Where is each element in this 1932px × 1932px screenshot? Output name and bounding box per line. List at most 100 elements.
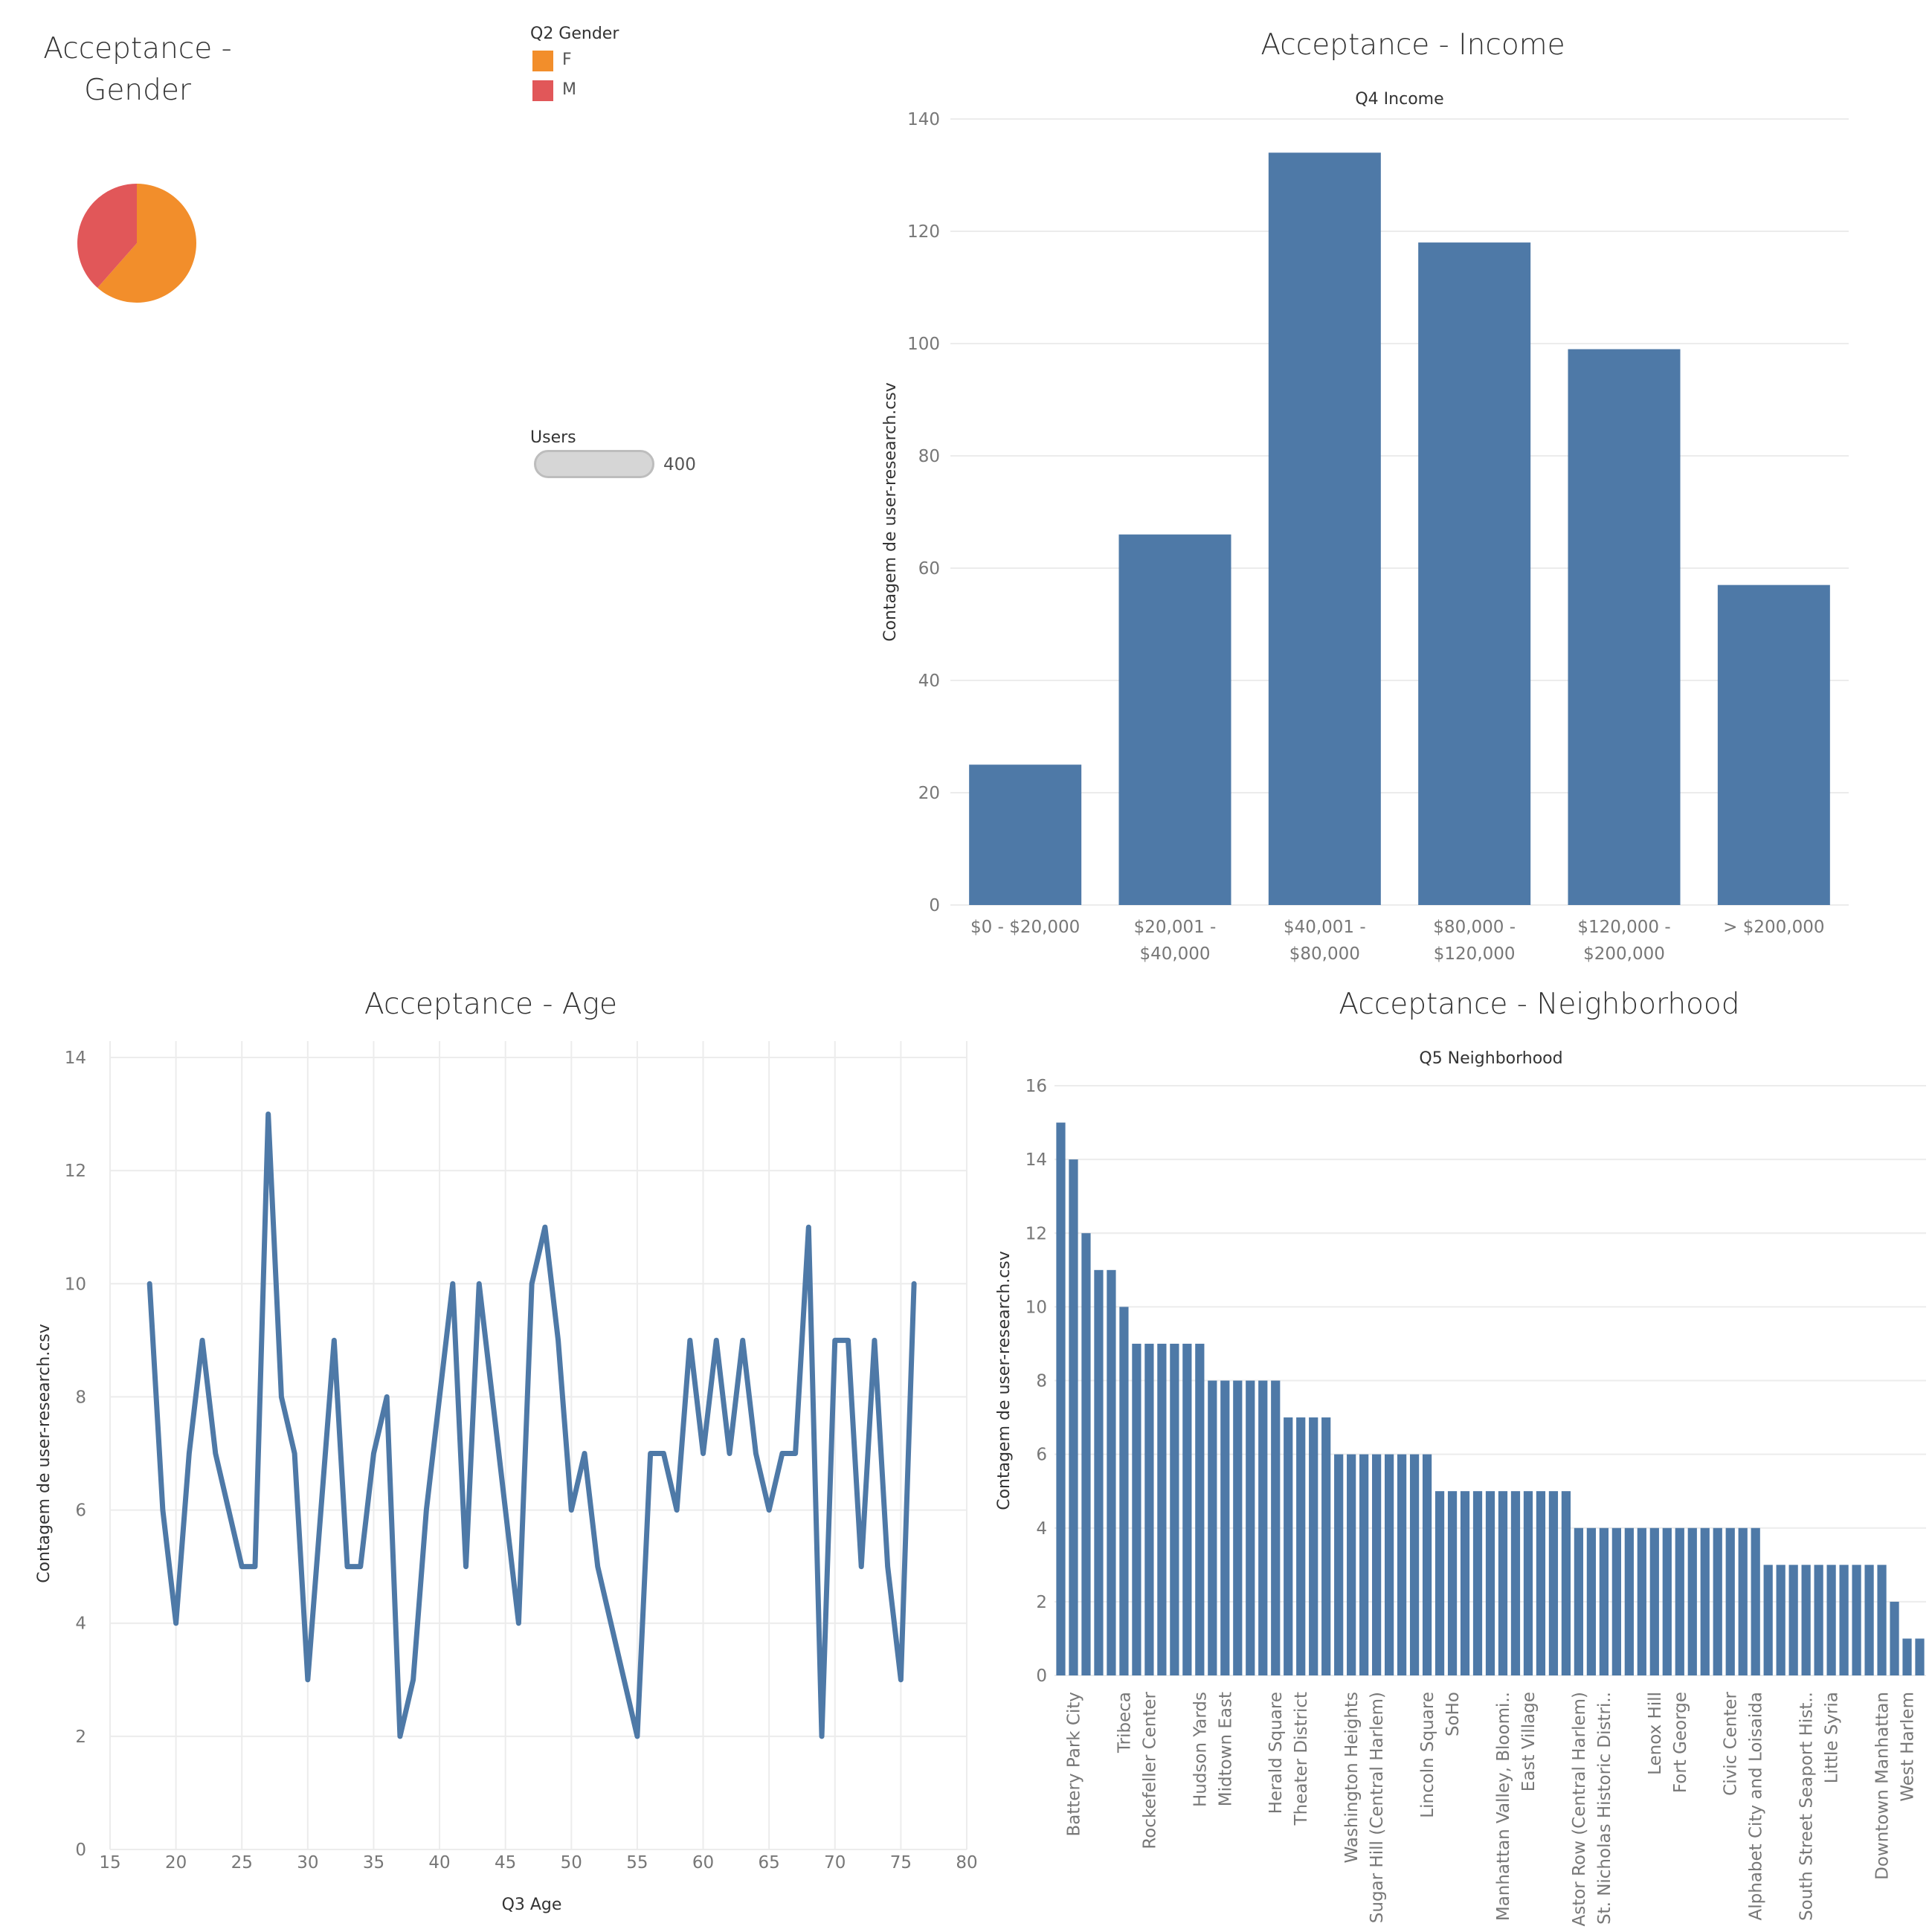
neighborhood-x-tick: East Village — [1519, 1692, 1539, 1791]
income-y-tick: 60 — [918, 559, 940, 579]
income-bar — [1568, 349, 1681, 905]
age-x-tick: 50 — [561, 1853, 582, 1873]
neighborhood-bar — [1056, 1122, 1066, 1675]
age-series-line — [146, 1111, 917, 1739]
neighborhood-bar — [1662, 1527, 1672, 1675]
neighborhood-bar — [1081, 1233, 1091, 1675]
neighborhood-y-tick: 2 — [1036, 1593, 1047, 1612]
income-x-tick: $120,000 - — [1577, 918, 1670, 937]
neighborhood-x-tick: Lincoln Square — [1418, 1692, 1437, 1818]
legend-swatch-f[interactable] — [532, 51, 553, 71]
neighborhood-bar — [1460, 1491, 1470, 1675]
age-line-chart: 0 2 4 6 8 10 12 14 15 20 25 30 35 40 45 50 55 60 65 70 75 80 Q… — [35, 1041, 978, 1914]
neighborhood-bar — [1839, 1565, 1849, 1675]
neighborhood-x-tick: Little Syria — [1823, 1692, 1842, 1783]
age-y-tick: 10 — [65, 1275, 86, 1294]
income-y-tick: 140 — [907, 110, 940, 129]
neighborhood-bar — [1472, 1491, 1483, 1675]
age-y-tick: 4 — [75, 1614, 86, 1634]
neighborhood-bar — [1434, 1491, 1445, 1675]
age-x-tick: 15 — [99, 1853, 120, 1873]
neighborhood-x-tick: Sugar Hill (Central Harlem) — [1368, 1692, 1387, 1923]
neighborhood-x-tick: Astor Row (Central Harlem) — [1570, 1692, 1589, 1927]
income-y-tick: 100 — [907, 335, 940, 354]
neighborhood-bar — [1385, 1454, 1394, 1675]
neighborhood-bar — [1321, 1417, 1331, 1675]
age-y-tick: 2 — [75, 1727, 86, 1747]
neighborhood-bar — [1599, 1527, 1609, 1675]
age-y-tick: 0 — [75, 1841, 86, 1860]
users-range-slider[interactable] — [534, 450, 654, 478]
neighborhood-bar — [1877, 1565, 1887, 1675]
neighborhood-bar — [1624, 1527, 1634, 1675]
neighborhood-x-tick: Alphabet City and Loisaida — [1747, 1692, 1766, 1920]
neighborhood-bar — [1119, 1307, 1129, 1675]
neighborhood-bar — [1397, 1454, 1407, 1675]
neighborhood-x-tick: Fort George — [1671, 1692, 1690, 1793]
neighborhood-bar — [1725, 1527, 1735, 1675]
neighborhood-bar — [1801, 1565, 1811, 1675]
gender-pie-chart — [77, 184, 196, 303]
neighborhood-bar — [1447, 1491, 1458, 1675]
age-x-tick: 65 — [759, 1853, 780, 1873]
pie-slice-m — [77, 184, 137, 289]
income-bar — [1268, 152, 1381, 906]
neighborhood-y-axis-label: Contagem de user-research.csv — [995, 1251, 1014, 1510]
legend-swatch-m[interactable] — [532, 80, 553, 101]
neighborhood-x-tick: SoHo — [1443, 1692, 1463, 1736]
neighborhood-bar — [1144, 1343, 1154, 1675]
neighborhood-bar — [1763, 1565, 1773, 1675]
neighborhood-bar — [1915, 1638, 1925, 1675]
age-chart-title: Acceptance - Age — [364, 988, 617, 1021]
neighborhood-bar — [1334, 1454, 1344, 1675]
age-y-axis-label: Contagem de user-research.csv — [35, 1324, 54, 1583]
neighborhood-bar — [1675, 1527, 1684, 1675]
neighborhood-y-tick: 16 — [1025, 1077, 1047, 1096]
neighborhood-bar — [1776, 1565, 1786, 1675]
legend-label-f[interactable]: F — [562, 51, 572, 69]
age-x-axis-label: Q3 Age — [502, 1896, 562, 1914]
neighborhood-y-tick: 14 — [1025, 1150, 1047, 1170]
neighborhood-bar — [1284, 1417, 1293, 1675]
users-filter-label: Users — [530, 428, 576, 447]
neighborhood-bar — [1208, 1380, 1217, 1675]
gender-legend-title: Q2 Gender — [530, 25, 619, 43]
neighborhood-bar — [1814, 1565, 1823, 1675]
neighborhood-bar — [1258, 1380, 1268, 1675]
neighborhood-bar — [1069, 1159, 1078, 1675]
neighborhood-bar — [1548, 1491, 1559, 1675]
age-x-tick: 20 — [165, 1853, 187, 1873]
neighborhood-bar — [1574, 1527, 1584, 1675]
neighborhood-bar — [1890, 1601, 1899, 1675]
neighborhood-x-tick: Civic Center — [1722, 1691, 1741, 1795]
neighborhood-bar — [1359, 1454, 1369, 1675]
income-subtitle: Q4 Income — [1355, 90, 1443, 109]
age-x-tick: 30 — [297, 1853, 318, 1873]
neighborhood-bar — [1510, 1491, 1521, 1675]
neighborhood-x-tick: Manhattan Valley, Bloomi.. — [1494, 1692, 1513, 1921]
neighborhood-bar — [1094, 1269, 1104, 1675]
neighborhood-x-tick: Washington Heights — [1342, 1692, 1362, 1863]
neighborhood-bar — [1561, 1491, 1571, 1675]
neighborhood-bar — [1826, 1565, 1836, 1675]
legend-label-m[interactable]: M — [562, 80, 576, 99]
neighborhood-bar — [1347, 1454, 1356, 1675]
neighborhood-x-tick: Tribeca — [1115, 1692, 1134, 1754]
neighborhood-y-tick: 10 — [1025, 1298, 1047, 1317]
income-y-tick: 80 — [918, 447, 940, 466]
age-y-tick: 14 — [65, 1049, 86, 1068]
neighborhood-x-tick: Midtown East — [1216, 1692, 1235, 1806]
neighborhood-bar — [1157, 1343, 1167, 1675]
income-x-tick: > $200,000 — [1723, 918, 1824, 937]
neighborhood-y-tick: 0 — [1036, 1667, 1047, 1686]
age-x-tick: 45 — [495, 1853, 516, 1873]
users-filter-value: 400 — [663, 455, 696, 474]
neighborhood-bar — [1586, 1527, 1596, 1675]
income-x-tick: $0 - $20,000 — [970, 918, 1080, 937]
neighborhood-x-tick: South Street Seaport Hist.. — [1797, 1692, 1817, 1921]
income-y-axis-label: Contagem de user-research.csv — [881, 382, 900, 642]
neighborhood-x-tick: West Harlem — [1899, 1692, 1918, 1802]
neighborhood-bar — [1902, 1638, 1912, 1675]
neighborhood-bar — [1309, 1417, 1318, 1675]
